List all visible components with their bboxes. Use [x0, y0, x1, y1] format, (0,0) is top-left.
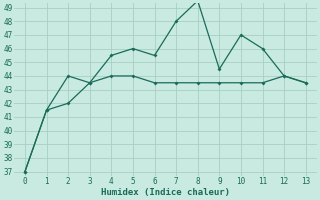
X-axis label: Humidex (Indice chaleur): Humidex (Indice chaleur) [101, 188, 230, 197]
